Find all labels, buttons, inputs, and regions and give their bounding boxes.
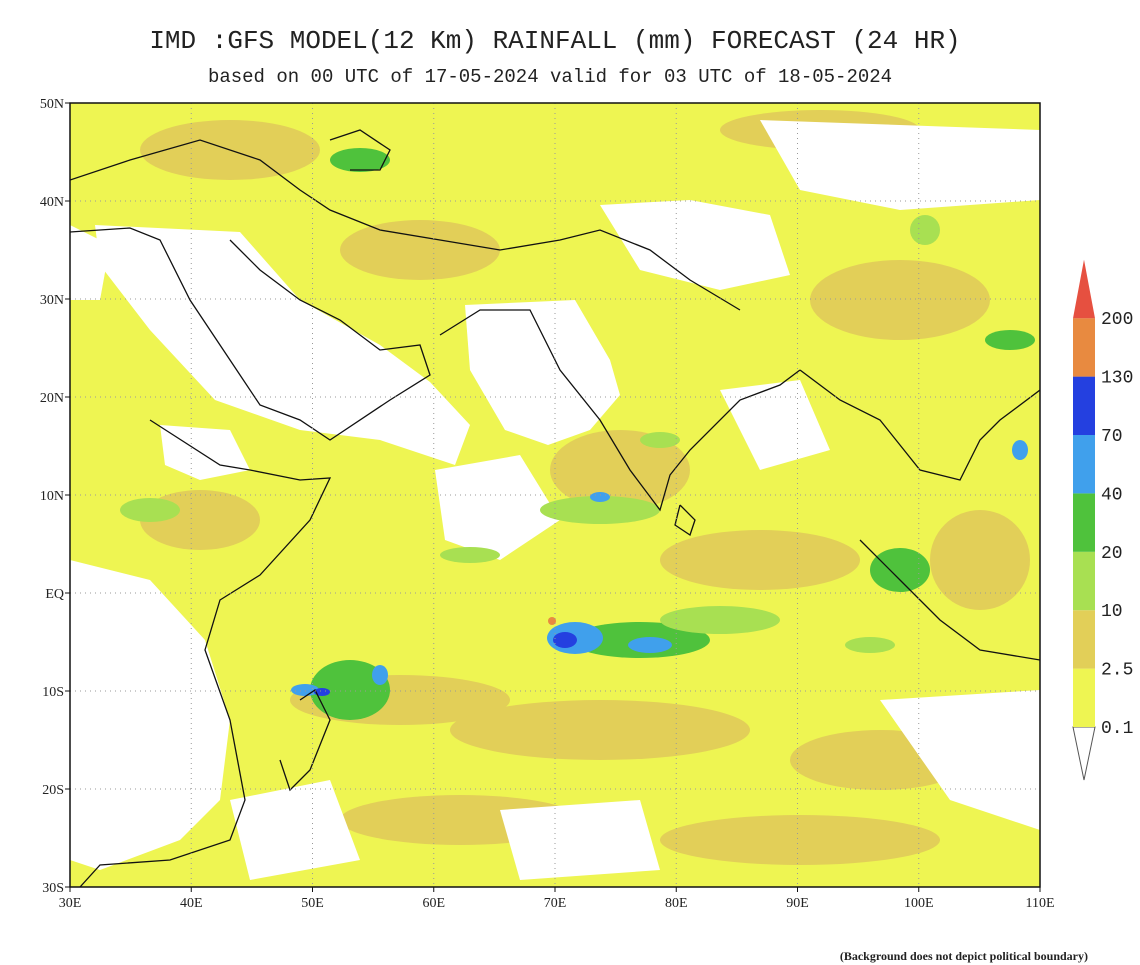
extreme-patch bbox=[548, 617, 556, 625]
rain-patch bbox=[845, 637, 895, 653]
colorbar-label: 2.5 bbox=[1101, 661, 1133, 681]
colorbar-segment bbox=[1073, 318, 1095, 377]
x-tick-label: 70E bbox=[544, 896, 567, 911]
rain-patch bbox=[640, 432, 680, 448]
map-area bbox=[70, 103, 1040, 887]
colorbar-label: 10 bbox=[1101, 602, 1123, 622]
very-heavy-patch bbox=[553, 632, 577, 648]
y-tick-label: 10S bbox=[42, 685, 64, 700]
colorbar-segment bbox=[1073, 435, 1095, 494]
y-tick-label: EQ bbox=[45, 587, 64, 602]
very-heavy-patch bbox=[314, 688, 330, 696]
colorbar-segment bbox=[1073, 668, 1095, 727]
title: IMD :GFS MODEL(12 Km) RAINFALL (mm) FORE… bbox=[149, 26, 960, 56]
graticule bbox=[70, 103, 1040, 887]
x-tick-label: 110E bbox=[1025, 896, 1054, 911]
colorbar-label: 20 bbox=[1101, 544, 1123, 564]
rain-patch bbox=[440, 547, 500, 563]
light-rain-patch bbox=[550, 430, 690, 510]
x-tick-label: 100E bbox=[904, 896, 934, 911]
x-tick-label: 80E bbox=[665, 896, 688, 911]
colorbar-label: 200 bbox=[1101, 310, 1133, 330]
light-rain-patch bbox=[660, 815, 940, 865]
y-tick-label: 20N bbox=[40, 391, 64, 406]
colorbar-label: 0.1 bbox=[1101, 719, 1133, 739]
light-rain-patch bbox=[810, 260, 990, 340]
axis-labels: 30E 40E 50E 60E 70E 80E 90E 100E 110E 50N 40N 30N 20… bbox=[40, 97, 1055, 911]
y-tick-label: 30S bbox=[42, 881, 64, 896]
colorbar-segment bbox=[1073, 493, 1095, 552]
y-tick-label: 30N bbox=[40, 293, 64, 308]
colorbar: 0.1 2.5 10 20 40 70 130 200 bbox=[1072, 259, 1133, 781]
colorbar-segment bbox=[1073, 376, 1095, 435]
rain-patch bbox=[870, 548, 930, 592]
x-tick-label: 60E bbox=[422, 896, 445, 911]
heavy-patch bbox=[372, 665, 388, 685]
rain-patch bbox=[660, 606, 780, 634]
y-tick-label: 20S bbox=[42, 783, 64, 798]
dry-areas bbox=[70, 120, 1040, 880]
y-tick-label: 40N bbox=[40, 195, 64, 210]
colorbar-segment bbox=[1073, 551, 1095, 611]
x-tick-label: 30E bbox=[59, 896, 82, 911]
rain-patch bbox=[910, 215, 940, 245]
colorbar-segment bbox=[1073, 610, 1095, 669]
rain-patch bbox=[985, 330, 1035, 350]
rain-patch bbox=[330, 148, 390, 172]
heavy-patch bbox=[1012, 440, 1028, 460]
coastlines bbox=[70, 129, 1040, 887]
y-tick-label: 50N bbox=[40, 97, 64, 112]
light-rain-patch bbox=[660, 530, 860, 590]
x-tick-label: 90E bbox=[786, 896, 809, 911]
colorbar-label: 40 bbox=[1101, 485, 1123, 505]
light-rain-patch bbox=[930, 510, 1030, 610]
x-tick-label: 40E bbox=[180, 896, 203, 911]
footnote: (Background does not depict political bo… bbox=[840, 949, 1088, 963]
colorbar-label: 70 bbox=[1101, 427, 1123, 447]
below-range-triangle bbox=[1072, 726, 1096, 781]
heavy-patch bbox=[590, 492, 610, 502]
rain-patch bbox=[120, 498, 180, 522]
heavy-rain-patches bbox=[120, 148, 1035, 720]
subtitle: based on 00 UTC of 17-05-2024 valid for … bbox=[208, 66, 892, 88]
heavy-patch bbox=[628, 637, 672, 653]
above-range-triangle bbox=[1073, 259, 1095, 319]
light-rain-patch bbox=[340, 220, 500, 280]
rain-patch bbox=[310, 660, 390, 720]
light-rain-patch bbox=[450, 700, 750, 760]
rain-patch bbox=[540, 496, 660, 524]
x-tick-label: 50E bbox=[301, 896, 324, 911]
y-tick-label: 10N bbox=[40, 489, 64, 504]
colorbar-label: 130 bbox=[1101, 369, 1133, 389]
